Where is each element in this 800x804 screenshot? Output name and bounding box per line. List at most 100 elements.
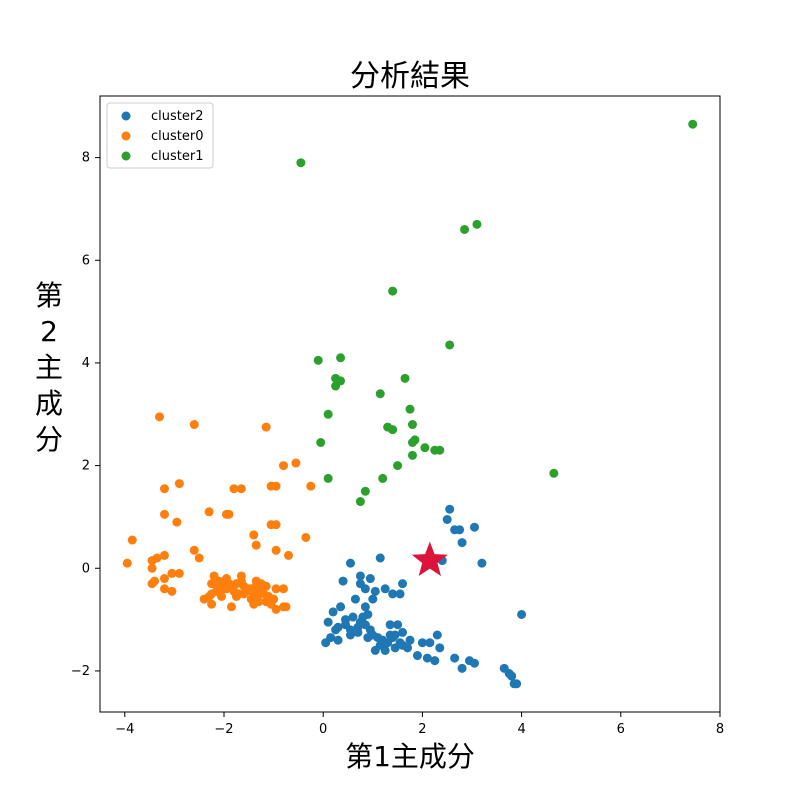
- point-cluster0-4: [279, 461, 289, 471]
- y-tick-label-3: 4: [82, 356, 90, 371]
- point-cluster2-29: [430, 656, 440, 666]
- point-cluster1-10: [331, 381, 341, 391]
- point-cluster2-6: [380, 584, 390, 594]
- point-cluster1-27: [378, 473, 388, 483]
- point-cluster0-16: [172, 517, 182, 527]
- point-cluster2-64: [477, 558, 487, 568]
- legend-marker-cluster2: [121, 111, 131, 121]
- point-cluster0-15: [224, 509, 234, 519]
- point-cluster1-13: [405, 404, 415, 414]
- point-cluster0-12: [159, 509, 169, 519]
- y-tick-label-1: 0: [82, 561, 90, 576]
- point-cluster2-74: [385, 620, 395, 630]
- point-cluster1-30: [549, 468, 559, 478]
- point-cluster2-60: [507, 671, 517, 681]
- point-cluster2-1: [355, 571, 365, 581]
- point-cluster2-65: [469, 522, 479, 532]
- point-cluster0-0: [155, 412, 165, 422]
- point-cluster2-4: [370, 586, 380, 596]
- point-cluster0-33: [174, 568, 184, 578]
- point-cluster2-70: [442, 515, 452, 524]
- point-cluster2-14: [328, 607, 338, 617]
- point-cluster0-5: [174, 479, 184, 489]
- legend-marker-cluster0: [121, 131, 131, 141]
- point-cluster1-14: [323, 409, 333, 419]
- point-cluster1-18: [316, 438, 326, 447]
- point-cluster0-87: [212, 581, 222, 591]
- point-cluster2-9: [398, 579, 408, 589]
- point-cluster2-79: [390, 630, 400, 640]
- point-cluster2-76: [353, 622, 363, 632]
- point-cluster2-73: [363, 609, 373, 619]
- point-cluster1-28: [360, 486, 370, 496]
- point-cluster0-69: [199, 594, 209, 604]
- y-tick-label-0: −2: [71, 664, 90, 679]
- point-cluster0-51: [159, 584, 169, 594]
- point-cluster1-24: [407, 450, 417, 460]
- point-cluster1-20: [407, 438, 417, 447]
- point-cluster2-55: [457, 663, 467, 673]
- point-cluster2-75: [398, 627, 408, 637]
- point-cluster0-7: [229, 484, 239, 494]
- point-cluster2-8: [395, 589, 405, 599]
- series-cluster2: [321, 504, 527, 689]
- x-tick-label-5: 6: [617, 722, 625, 737]
- point-cluster0-21: [301, 532, 311, 542]
- point-cluster2-45: [345, 625, 355, 635]
- series-cluster1: [296, 119, 698, 507]
- point-cluster2-44: [333, 635, 343, 645]
- star-marker: [411, 541, 448, 576]
- point-cluster2-27: [412, 651, 422, 661]
- point-cluster2-30: [435, 643, 445, 653]
- point-cluster1-7: [336, 353, 346, 363]
- point-cluster2-3: [365, 574, 375, 584]
- point-cluster2-15: [323, 617, 333, 627]
- point-cluster0-80: [281, 602, 291, 612]
- point-cluster2-11: [355, 579, 365, 589]
- point-cluster2-0: [345, 558, 355, 568]
- y-tick-label-2: 2: [82, 459, 90, 474]
- point-cluster2-63: [517, 609, 527, 619]
- x-tick-label-3: 2: [418, 722, 426, 737]
- point-cluster0-32: [167, 568, 177, 578]
- point-cluster2-26: [405, 635, 415, 645]
- point-cluster0-3: [291, 458, 301, 468]
- point-cluster0-1: [189, 420, 199, 430]
- point-cluster0-82: [256, 586, 266, 596]
- point-cluster0-8: [236, 484, 246, 494]
- point-cluster1-15: [407, 420, 417, 430]
- x-tick-label-0: −4: [115, 722, 134, 737]
- point-cluster2-78: [378, 635, 388, 645]
- point-cluster1-17: [388, 425, 398, 435]
- series-cluster0: [122, 412, 316, 614]
- x-tick-label-4: 4: [517, 722, 525, 737]
- point-cluster1-12: [375, 389, 385, 399]
- point-cluster2-51: [395, 638, 405, 648]
- point-cluster0-29: [152, 553, 162, 563]
- point-cluster2-53: [417, 638, 427, 648]
- legend-label-cluster2: cluster2: [151, 109, 203, 124]
- point-cluster0-50: [150, 576, 160, 586]
- point-cluster1-3: [460, 224, 470, 234]
- point-cluster2-68: [450, 525, 460, 535]
- plot-frame: [99, 95, 721, 713]
- point-cluster0-31: [122, 558, 132, 568]
- point-cluster0-72: [231, 592, 241, 601]
- point-cluster0-24: [283, 550, 293, 560]
- point-cluster2-10: [338, 576, 348, 586]
- point-cluster0-13: [204, 507, 214, 517]
- point-cluster2-66: [457, 538, 467, 548]
- legend: cluster2 cluster0 cluster1: [106, 102, 214, 169]
- point-cluster1-4: [388, 286, 398, 296]
- point-cluster1-0: [688, 119, 698, 129]
- point-cluster2-32: [425, 638, 435, 648]
- legend-marker-cluster1: [121, 151, 131, 161]
- point-cluster2-69: [445, 504, 455, 514]
- point-cluster0-83: [239, 581, 249, 591]
- point-cluster1-23: [435, 445, 445, 455]
- point-cluster0-23: [271, 545, 281, 555]
- point-cluster0-19: [127, 535, 137, 545]
- point-cluster2-57: [469, 658, 479, 668]
- point-cluster2-33: [393, 620, 403, 630]
